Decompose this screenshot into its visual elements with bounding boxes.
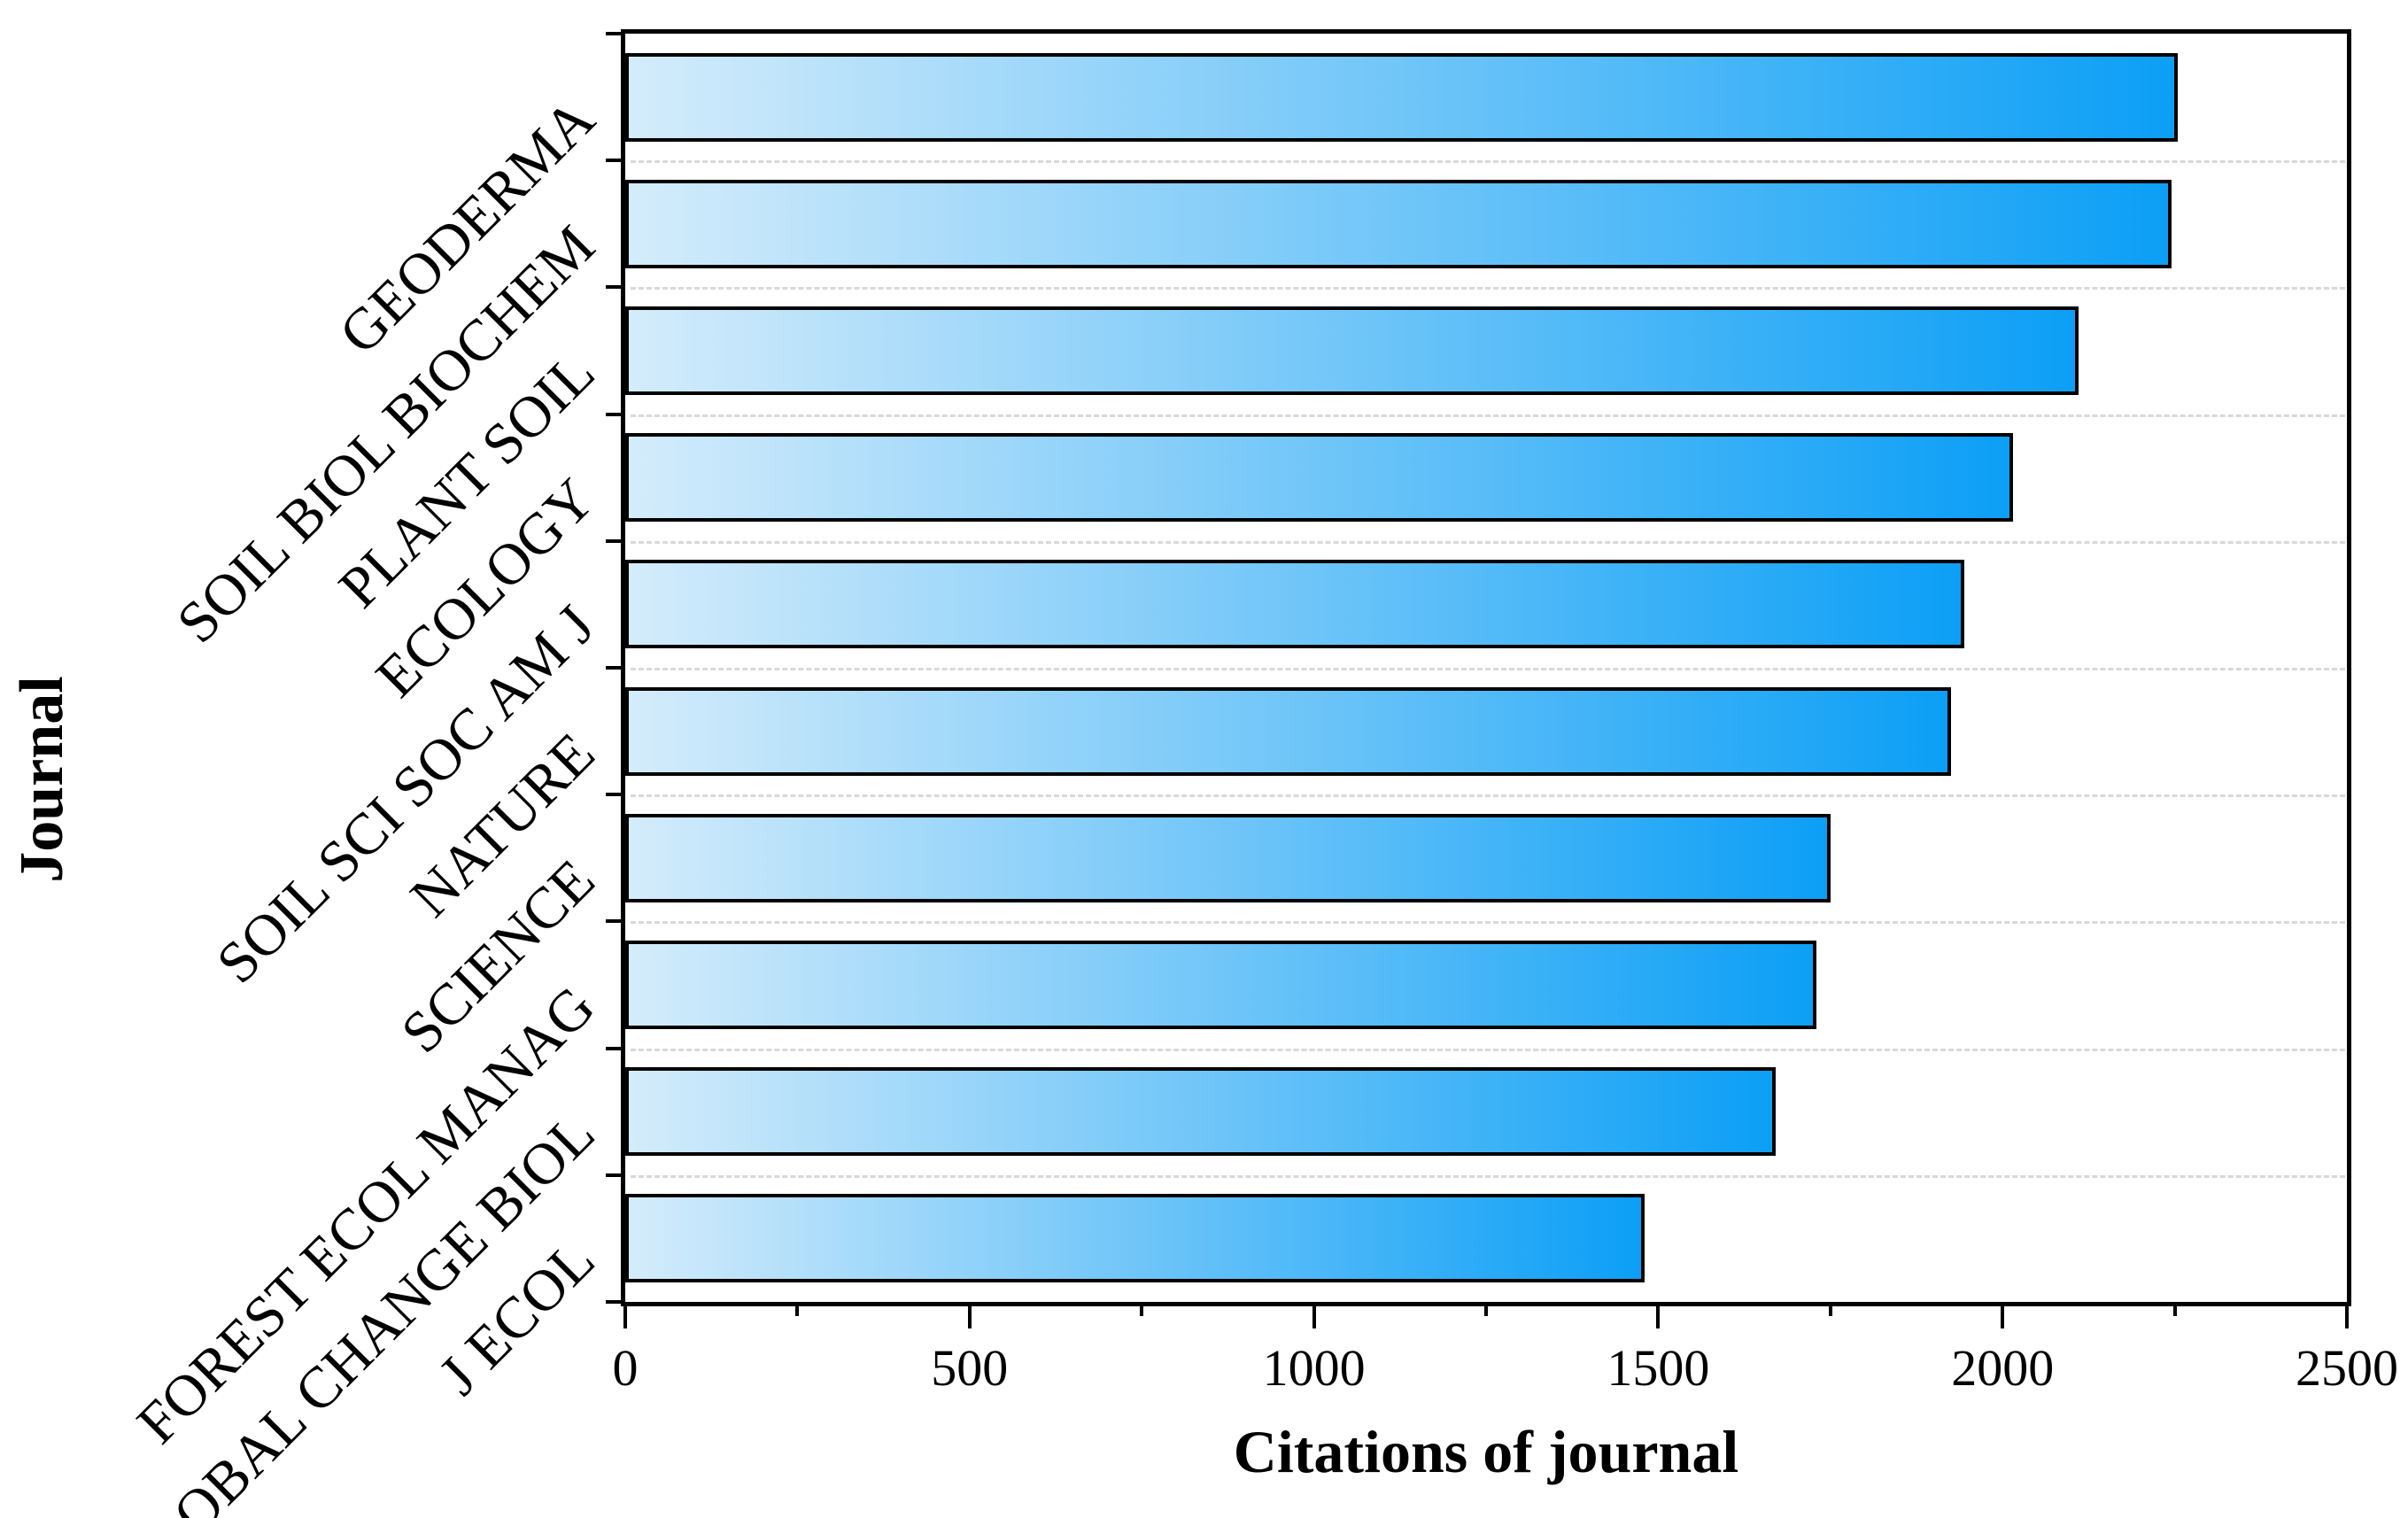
gridline	[631, 668, 2345, 670]
x-axis-tick-label-1000: 1000	[1262, 1339, 1366, 1397]
y-axis-tick	[606, 32, 621, 35]
x-axis-tick-label-2500: 2500	[2296, 1339, 2398, 1397]
y-axis-tick	[606, 919, 621, 924]
y-axis-tick	[606, 1046, 621, 1050]
y-axis-tick	[606, 538, 621, 543]
x-axis-minor-tick-750	[1140, 1302, 1144, 1316]
bar-ecology	[625, 433, 2013, 523]
gridline	[631, 414, 2345, 417]
y-axis-tick	[606, 1300, 621, 1304]
bar-science	[625, 813, 1831, 902]
x-axis-minor-tick-2250	[2172, 1302, 2177, 1316]
bar-forest-ecol-manag	[625, 941, 1817, 1029]
bar-global-change-biol	[625, 1067, 1776, 1157]
x-axis-title: Citations of journal	[1233, 1418, 1739, 1485]
x-axis-major-tick-0	[623, 1302, 627, 1328]
x-axis-major-tick-1000	[1312, 1302, 1316, 1328]
gridline	[631, 287, 2345, 290]
y-axis-tick	[606, 793, 621, 797]
y-axis-title: Journal	[8, 676, 76, 883]
x-axis-minor-tick-1750	[1828, 1302, 1832, 1316]
y-axis-tick	[606, 159, 621, 163]
x-axis-tick-label-2000: 2000	[1951, 1339, 2055, 1397]
gridline	[631, 794, 2345, 798]
x-axis-minor-tick-1250	[1484, 1302, 1488, 1316]
x-axis-major-tick-2500	[2345, 1302, 2349, 1328]
x-axis-tick-label-500: 500	[931, 1339, 1009, 1397]
y-axis-tick	[606, 285, 621, 290]
bar-plant-soil	[625, 306, 2079, 395]
x-axis-tick-label-0: 0	[612, 1339, 639, 1397]
bar-geoderma	[625, 52, 2179, 142]
bar-soil-biol-biochem	[625, 179, 2172, 268]
gridline	[631, 540, 2345, 544]
x-axis-major-tick-1500	[1656, 1302, 1661, 1328]
x-axis-tick-label-1500: 1500	[1607, 1339, 1710, 1397]
gridline	[631, 921, 2345, 925]
y-axis-tick	[606, 412, 621, 416]
bar-j-ecol	[625, 1194, 1645, 1283]
x-axis-minor-tick-250	[795, 1302, 800, 1316]
gridline	[631, 160, 2345, 164]
x-axis-major-tick-2000	[2001, 1302, 2005, 1328]
y-axis-tick	[606, 666, 621, 670]
gridline	[631, 1174, 2345, 1178]
x-axis-major-tick-500	[967, 1302, 972, 1328]
bar-soil-sci-soc-am-j	[625, 560, 1965, 649]
gridline	[631, 1048, 2345, 1051]
plot-area: 0 500 1000 1500 2000 2500 GEODERMA SOIL BIOL B…	[106, 29, 2398, 1518]
bar-nature	[625, 686, 1951, 776]
y-axis-tick	[606, 1173, 621, 1177]
